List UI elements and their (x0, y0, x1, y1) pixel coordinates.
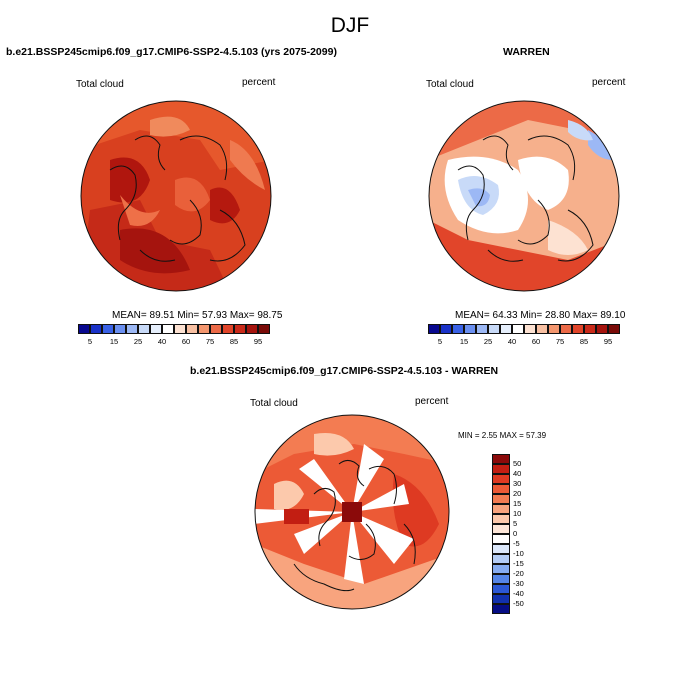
variable-label-model: Total cloud (76, 79, 124, 90)
colorbar-diff-swatch (492, 594, 510, 604)
colorbar-diff-swatch (492, 534, 510, 544)
panel-title-diff: b.e21.BSSP245cmip6.f09_g17.CMIP6-SSP2-4.… (190, 365, 499, 377)
colorbar-diff-tick-label: -50 (513, 599, 524, 608)
panel-title-obs: WARREN (503, 46, 550, 58)
colorbar-diff-swatch (492, 494, 510, 504)
colorbar-model-swatch (174, 324, 186, 334)
colorbar-diff-swatch (492, 604, 510, 614)
stats-obs: MEAN= 64.33 Min= 28.80 Max= 89.10 (455, 310, 626, 321)
colorbar-obs: 5 15 25 40 60 75 85 95 (428, 324, 620, 346)
colorbar-model-swatch (126, 324, 138, 334)
colorbar-diff-swatch (492, 514, 510, 524)
colorbar-obs-swatch (584, 324, 596, 334)
colorbar-diff-tick-label: 5 (513, 519, 518, 528)
colorbar-diff-tick-label: -40 (513, 589, 524, 598)
main-title: DJF (330, 14, 370, 37)
colorbar-obs-swatch (572, 324, 584, 334)
colorbar-diff-swatch (492, 474, 510, 484)
colorbar-model-tick-label: 85 (229, 337, 239, 346)
colorbar-diff-tick-label: -5 (513, 539, 520, 548)
colorbar-model-swatch (186, 324, 198, 334)
polar-map-model (80, 100, 272, 292)
colorbar-obs-swatch (428, 324, 440, 334)
colorbar-diff-tick-label: -30 (513, 579, 524, 588)
panel-title-model: b.e21.BSSP245cmip6.f09_g17.CMIP6-SSP2-4.… (6, 46, 337, 58)
units-label-obs: percent (592, 77, 626, 88)
colorbar-diff-swatch (492, 454, 510, 464)
colorbar-diff-tick-label: 10 (513, 509, 522, 518)
colorbar-model-tick-label: 5 (87, 337, 93, 346)
colorbar-diff-tick-label: 15 (513, 499, 522, 508)
colorbar-diff-tick-label: -10 (513, 549, 524, 558)
colorbar-obs-tick-label: 15 (459, 337, 469, 346)
colorbar-diff-tick-label: 50 (513, 459, 522, 468)
variable-label-obs: Total cloud (426, 79, 474, 90)
colorbar-model-swatch (90, 324, 102, 334)
colorbar-diff-swatch (492, 574, 510, 584)
colorbar-obs-tick-label: 75 (555, 337, 565, 346)
colorbar-model-swatch (150, 324, 162, 334)
colorbar-model-swatch (198, 324, 210, 334)
colorbar-diff-swatch (492, 554, 510, 564)
colorbar-obs-swatch (524, 324, 536, 334)
colorbar-obs-tick-label: 5 (437, 337, 443, 346)
colorbar-model: 5 15 25 40 60 75 85 95 (78, 324, 270, 346)
colorbar-model-swatch (138, 324, 150, 334)
colorbar-diff-swatch (492, 584, 510, 594)
colorbar-model-swatch (246, 324, 258, 334)
colorbar-model-swatch (102, 324, 114, 334)
colorbar-obs-swatch (512, 324, 524, 334)
colorbar-obs-swatch (536, 324, 548, 334)
colorbar-diff-swatch (492, 564, 510, 574)
colorbar-obs-swatch (560, 324, 572, 334)
units-label-diff: percent (415, 396, 449, 407)
colorbar-obs-swatch (440, 324, 452, 334)
colorbar-diff-tick-label: 40 (513, 469, 522, 478)
colorbar-diff-swatch (492, 464, 510, 474)
colorbar-diff: 50 40 30 20 15 10 5 0 -5 -10 -15 -20 -30 -40 -50 (492, 454, 524, 614)
colorbar-obs-tick-label: 25 (483, 337, 493, 346)
colorbar-diff-swatch (492, 504, 510, 514)
colorbar-model-swatch (114, 324, 126, 334)
colorbar-model-swatch (234, 324, 246, 334)
colorbar-obs-tick-label: 40 (507, 337, 517, 346)
colorbar-model-swatch (222, 324, 234, 334)
polar-map-obs (428, 100, 620, 292)
colorbar-obs-tick-label: 95 (603, 337, 613, 346)
colorbar-model-tick-label: 95 (253, 337, 263, 346)
colorbar-diff-swatch (492, 524, 510, 534)
colorbar-obs-tick-label: 60 (531, 337, 541, 346)
colorbar-obs-tick-label: 85 (579, 337, 589, 346)
stats-model: MEAN= 89.51 Min= 57.93 Max= 98.75 (112, 310, 283, 321)
colorbar-obs-swatch (476, 324, 488, 334)
colorbar-obs-swatch (608, 324, 620, 334)
colorbar-obs-swatch (464, 324, 476, 334)
colorbar-diff-tick-label: 0 (513, 529, 518, 538)
variable-label-diff: Total cloud (250, 398, 298, 409)
colorbar-model-swatch (258, 324, 270, 334)
colorbar-model-swatch (78, 324, 90, 334)
colorbar-diff-tick-label: -20 (513, 569, 524, 578)
colorbar-diff-tick-label: -15 (513, 559, 524, 568)
colorbar-model-tick-label: 60 (181, 337, 191, 346)
colorbar-model-tick-label: 40 (157, 337, 167, 346)
colorbar-diff-swatch (492, 544, 510, 554)
colorbar-model-tick-label: 25 (133, 337, 143, 346)
units-label-model: percent (242, 77, 276, 88)
colorbar-obs-swatch (596, 324, 608, 334)
colorbar-obs-swatch (500, 324, 512, 334)
colorbar-model-tick-label: 75 (205, 337, 215, 346)
colorbar-model-tick-label: 15 (109, 337, 119, 346)
polar-map-diff (254, 414, 450, 610)
colorbar-model-swatch (210, 324, 222, 334)
colorbar-model-swatch (162, 324, 174, 334)
stats-diff: MIN = 2.55 MAX = 57.39 (458, 431, 547, 440)
colorbar-diff-tick-label: 20 (513, 489, 522, 498)
colorbar-obs-swatch (488, 324, 500, 334)
colorbar-diff-tick-label: 30 (513, 479, 522, 488)
colorbar-obs-swatch (452, 324, 464, 334)
colorbar-obs-swatch (548, 324, 560, 334)
colorbar-diff-swatch (492, 484, 510, 494)
